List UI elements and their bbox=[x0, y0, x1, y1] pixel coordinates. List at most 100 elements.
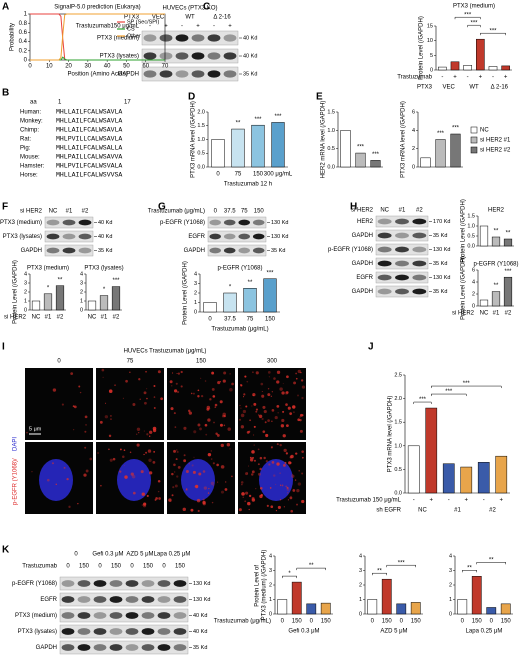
y-tick-label: 0 bbox=[430, 67, 433, 73]
signal-dot bbox=[267, 393, 271, 397]
nucleus bbox=[39, 459, 73, 501]
y-tick-label: 10 bbox=[427, 38, 433, 44]
blot-row-label: GAPDH bbox=[118, 72, 139, 78]
blot-band bbox=[157, 596, 171, 603]
signal-dot bbox=[248, 508, 250, 511]
signal-dot bbox=[207, 492, 210, 494]
signal-dot bbox=[139, 398, 141, 400]
x-tick-label: 75 bbox=[235, 172, 242, 178]
y-tick-label: 1.5 bbox=[394, 420, 402, 426]
x-tick-label: 150 bbox=[292, 619, 303, 625]
significance: *** bbox=[445, 389, 453, 395]
signal-dot bbox=[84, 415, 88, 419]
blot-band bbox=[46, 219, 60, 226]
y-tick-label: 0.5 bbox=[394, 467, 402, 473]
significance: ** bbox=[377, 568, 382, 574]
y-tick-label: 1.0 bbox=[467, 223, 475, 229]
kd-label: 35 Kd bbox=[271, 248, 285, 254]
signal-dot bbox=[185, 470, 189, 474]
significance: ** bbox=[494, 229, 499, 235]
signal-dot bbox=[99, 420, 103, 424]
signal-dot bbox=[211, 371, 215, 375]
signal-dot bbox=[148, 430, 153, 434]
bar bbox=[243, 288, 257, 313]
signal-dot bbox=[259, 467, 262, 471]
blot-band bbox=[173, 628, 187, 635]
lane-label: #1 bbox=[66, 209, 73, 215]
blot-strip bbox=[207, 244, 267, 257]
signal-dot bbox=[301, 385, 306, 389]
species-label: Chimp: bbox=[20, 128, 39, 134]
signal-dot bbox=[263, 409, 267, 414]
blot-band bbox=[109, 580, 123, 587]
y-axis-label: PTX3 mRNA level (/GAPDH) bbox=[191, 101, 197, 178]
panel-letter: D bbox=[188, 92, 195, 103]
kd-label: 40 Kd bbox=[243, 35, 257, 41]
signal-dot bbox=[204, 380, 207, 382]
signal-dot bbox=[102, 376, 104, 378]
sequence: MHLLAILFCALWSAVLA bbox=[56, 127, 122, 134]
y-tick-label: 1.5 bbox=[467, 213, 475, 219]
comparison-bracket bbox=[372, 572, 387, 576]
y-tick-label: 2 bbox=[269, 582, 272, 588]
signal-dot bbox=[169, 380, 173, 384]
blot-band bbox=[395, 218, 409, 225]
bar bbox=[43, 293, 53, 311]
blot-band bbox=[191, 70, 205, 78]
blot-band bbox=[207, 52, 221, 60]
signal-dot bbox=[275, 483, 277, 485]
row-label: si HER2 bbox=[452, 311, 475, 317]
group-label: Δ 2-16 bbox=[491, 85, 509, 91]
signal-dot bbox=[299, 429, 303, 433]
signal-dot bbox=[77, 503, 79, 505]
signal-dot bbox=[295, 452, 298, 455]
blot-band bbox=[412, 274, 427, 281]
kd-label: 40 Kd bbox=[193, 629, 207, 635]
lane-label: + bbox=[196, 24, 200, 30]
signal-dot bbox=[143, 502, 147, 506]
group-label: WT bbox=[469, 85, 479, 91]
blot-band bbox=[62, 219, 76, 226]
y-tick-label: 0.0 bbox=[197, 164, 205, 170]
signal-dot bbox=[198, 472, 202, 476]
panel-letter: K bbox=[2, 545, 10, 556]
sequence: MHLPVILFCALWSVALA bbox=[56, 163, 122, 170]
nucleus bbox=[117, 459, 151, 501]
y-tick-label: 6 bbox=[412, 109, 415, 115]
signal-dot bbox=[280, 424, 285, 428]
y-tick-label: 4 bbox=[269, 553, 272, 559]
y-tick-label: 4 bbox=[359, 553, 362, 559]
panel-letter: E bbox=[316, 92, 323, 103]
group-label: WT bbox=[185, 15, 195, 21]
blot-band bbox=[223, 52, 237, 60]
signal-dot bbox=[176, 450, 179, 453]
blot-band bbox=[143, 34, 157, 42]
species-label: Horse: bbox=[20, 173, 38, 179]
significance: ** bbox=[248, 280, 253, 286]
signal-dot bbox=[125, 379, 128, 383]
x-tick-label: + bbox=[504, 75, 508, 81]
y-tick-label: 4 bbox=[449, 553, 452, 559]
blot-row-label: p-EGFR (Y1068) bbox=[160, 220, 205, 226]
signal-dot bbox=[194, 486, 196, 488]
signal-dot bbox=[245, 491, 249, 495]
blot-band bbox=[61, 596, 75, 603]
signal-dot bbox=[291, 474, 295, 478]
signal-dot bbox=[249, 458, 254, 462]
blot-band bbox=[143, 52, 157, 60]
signal-dot bbox=[252, 371, 254, 373]
blot-band bbox=[141, 644, 155, 651]
bar bbox=[501, 65, 510, 71]
signal-dot bbox=[214, 406, 217, 408]
lane-label: NC bbox=[49, 209, 58, 215]
bar bbox=[491, 236, 501, 247]
x-tick-label: 0 bbox=[490, 619, 494, 625]
significance: *** bbox=[357, 145, 365, 151]
bar bbox=[367, 599, 378, 615]
signal-dot bbox=[114, 384, 116, 386]
bar bbox=[450, 61, 460, 71]
bar bbox=[503, 276, 513, 307]
signal-dot bbox=[281, 484, 284, 487]
blot-band bbox=[412, 288, 427, 295]
signal-dot bbox=[297, 482, 302, 486]
